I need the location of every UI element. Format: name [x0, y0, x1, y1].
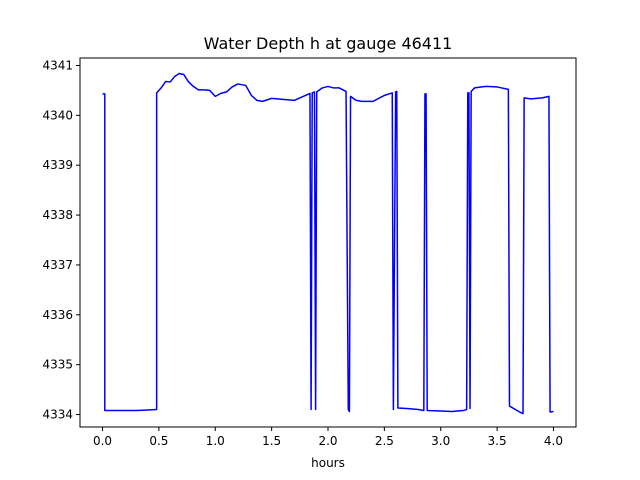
series-layer [102, 72, 554, 415]
plot-frame [79, 57, 577, 428]
y-tick-label: 4337 [42, 258, 73, 272]
y-tick-label: 4338 [42, 208, 73, 222]
x-tick-label: 1.5 [262, 434, 281, 448]
y-tick-label: 4334 [42, 408, 73, 422]
y-tick-label: 4341 [42, 58, 73, 72]
x-tick-label: 0.5 [149, 434, 168, 448]
series-line-0 [102, 72, 554, 415]
x-tick-label: 1.0 [206, 434, 225, 448]
y-tick-label: 4335 [42, 358, 73, 372]
x-tick-label: 0.0 [93, 434, 112, 448]
y-axis-ticks: 4334 4335 4336 4337 4338 4339 4340 4341 [42, 58, 80, 422]
y-tick-label: 4336 [42, 308, 73, 322]
x-axis-ticks: 0.0 0.5 1.0 1.5 2.0 2.5 3.0 3.5 4.0 [93, 427, 563, 448]
chart-title: Water Depth h at gauge 46411 [204, 34, 453, 53]
x-tick-label: 4.0 [544, 434, 563, 448]
x-tick-label: 2.5 [375, 434, 394, 448]
y-tick-label: 4339 [42, 158, 73, 172]
x-tick-label: 3.0 [431, 434, 450, 448]
x-tick-label: 2.0 [318, 434, 337, 448]
x-axis-label: hours [311, 456, 345, 470]
x-tick-label: 3.5 [488, 434, 507, 448]
plot-area [80, 58, 576, 427]
y-tick-label: 4340 [42, 108, 73, 122]
